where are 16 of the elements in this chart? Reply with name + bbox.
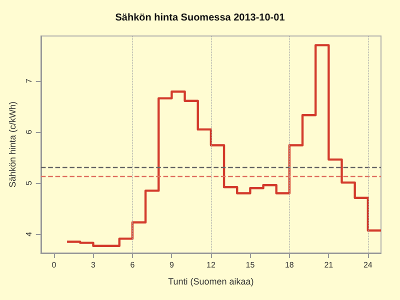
x-tick-label: 0 (52, 260, 57, 270)
x-tick-label: 6 (130, 260, 136, 270)
x-tick-label: 15 (246, 260, 256, 270)
y-tick-label: 4 (24, 231, 34, 236)
x-axis-title: Tunti (Suomen aikaa) (168, 276, 254, 286)
chart-title: Sähkön hinta Suomessa 2013-10-01 (115, 12, 286, 24)
x-tick-label: 12 (206, 260, 216, 270)
y-tick-label: 7 (24, 78, 34, 84)
x-tick-label: 18 (284, 260, 294, 270)
x-tick-label: 21 (324, 260, 334, 270)
x-tick-label: 3 (90, 260, 96, 270)
y-axis-title: Sähkön hinta (c/kWh) (8, 101, 18, 188)
x-tick-label: 24 (363, 260, 373, 270)
y-tick-label: 6 (24, 129, 34, 134)
y-tick-label: 5 (24, 180, 34, 186)
x-tick-label: 9 (169, 260, 174, 270)
